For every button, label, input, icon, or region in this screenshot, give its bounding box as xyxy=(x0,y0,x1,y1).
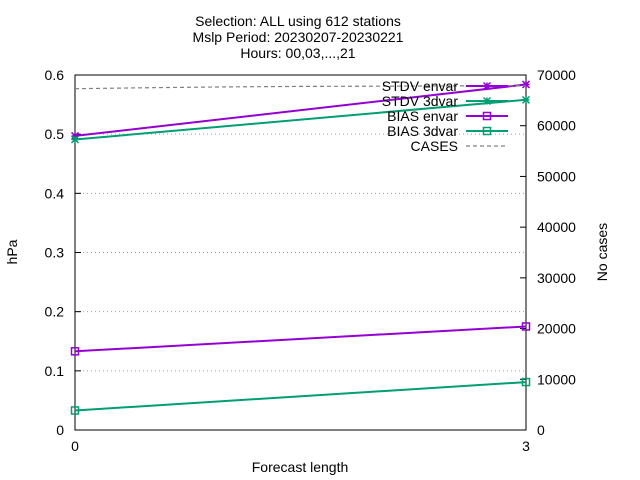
legend-label: CASES xyxy=(411,138,458,154)
series-point xyxy=(70,131,80,140)
series-line xyxy=(74,85,527,90)
chart-title-line: Mslp Period: 20230207-20230221 xyxy=(193,29,404,45)
y2-tick-label: 70000 xyxy=(537,67,576,83)
grid-lines xyxy=(75,133,526,372)
y2-axis-label: No cases xyxy=(594,223,610,281)
y-tick-label: 0.5 xyxy=(45,126,65,142)
series-line xyxy=(74,98,527,141)
chart-title-line: Hours: 00,03,...,21 xyxy=(240,45,355,61)
chart-title-line: Selection: ALL using 612 stations xyxy=(195,13,401,29)
series-line xyxy=(74,381,527,412)
series-point xyxy=(70,135,80,144)
x-tick-label: 0 xyxy=(71,438,79,454)
data-series xyxy=(70,80,531,415)
series-point xyxy=(521,80,531,89)
series-line xyxy=(74,325,527,353)
y2-tick-label: 0 xyxy=(537,422,545,438)
legend-label: BIAS envar xyxy=(387,108,458,124)
legend-label: STDV 3dvar xyxy=(382,93,459,109)
y-tick-label: 0.1 xyxy=(45,363,65,379)
y2-tick-label: 10000 xyxy=(537,371,576,387)
y-axis-label: hPa xyxy=(4,239,20,264)
y-tick-label: 0.2 xyxy=(45,304,65,320)
series-point xyxy=(521,322,531,331)
y-tick-label: 0 xyxy=(56,422,64,438)
y-tick-label: 0.6 xyxy=(45,67,65,83)
series-point xyxy=(70,347,80,356)
y2-tick-label: 60000 xyxy=(537,118,576,134)
y-tick-label: 0.3 xyxy=(45,245,65,261)
y2-tick-label: 50000 xyxy=(537,168,576,184)
x-tick-label: 3 xyxy=(522,438,530,454)
series-point xyxy=(521,377,531,387)
y2-tick-label: 20000 xyxy=(537,321,576,337)
series-line xyxy=(74,83,527,137)
legend-marker xyxy=(482,81,492,91)
legend-label: STDV envar xyxy=(382,78,459,94)
y2-axis-ticks: 0 10000 20000 30000 40000 50000 60000 70000 xyxy=(520,67,576,438)
x-axis-label: Forecast length xyxy=(252,459,349,475)
series-point xyxy=(70,406,80,415)
legend-marker xyxy=(482,111,492,121)
y2-tick-label: 40000 xyxy=(537,219,576,235)
y-tick-label: 0.4 xyxy=(45,185,65,201)
y2-tick-label: 30000 xyxy=(537,270,576,286)
legend-marker xyxy=(482,96,492,106)
legend-label: BIAS 3dvar xyxy=(387,123,458,139)
legend-marker xyxy=(482,126,492,136)
y-axis-ticks: 0 0.1 0.2 0.3 0.4 0.5 0.6 xyxy=(45,67,81,438)
series-point xyxy=(521,95,531,104)
